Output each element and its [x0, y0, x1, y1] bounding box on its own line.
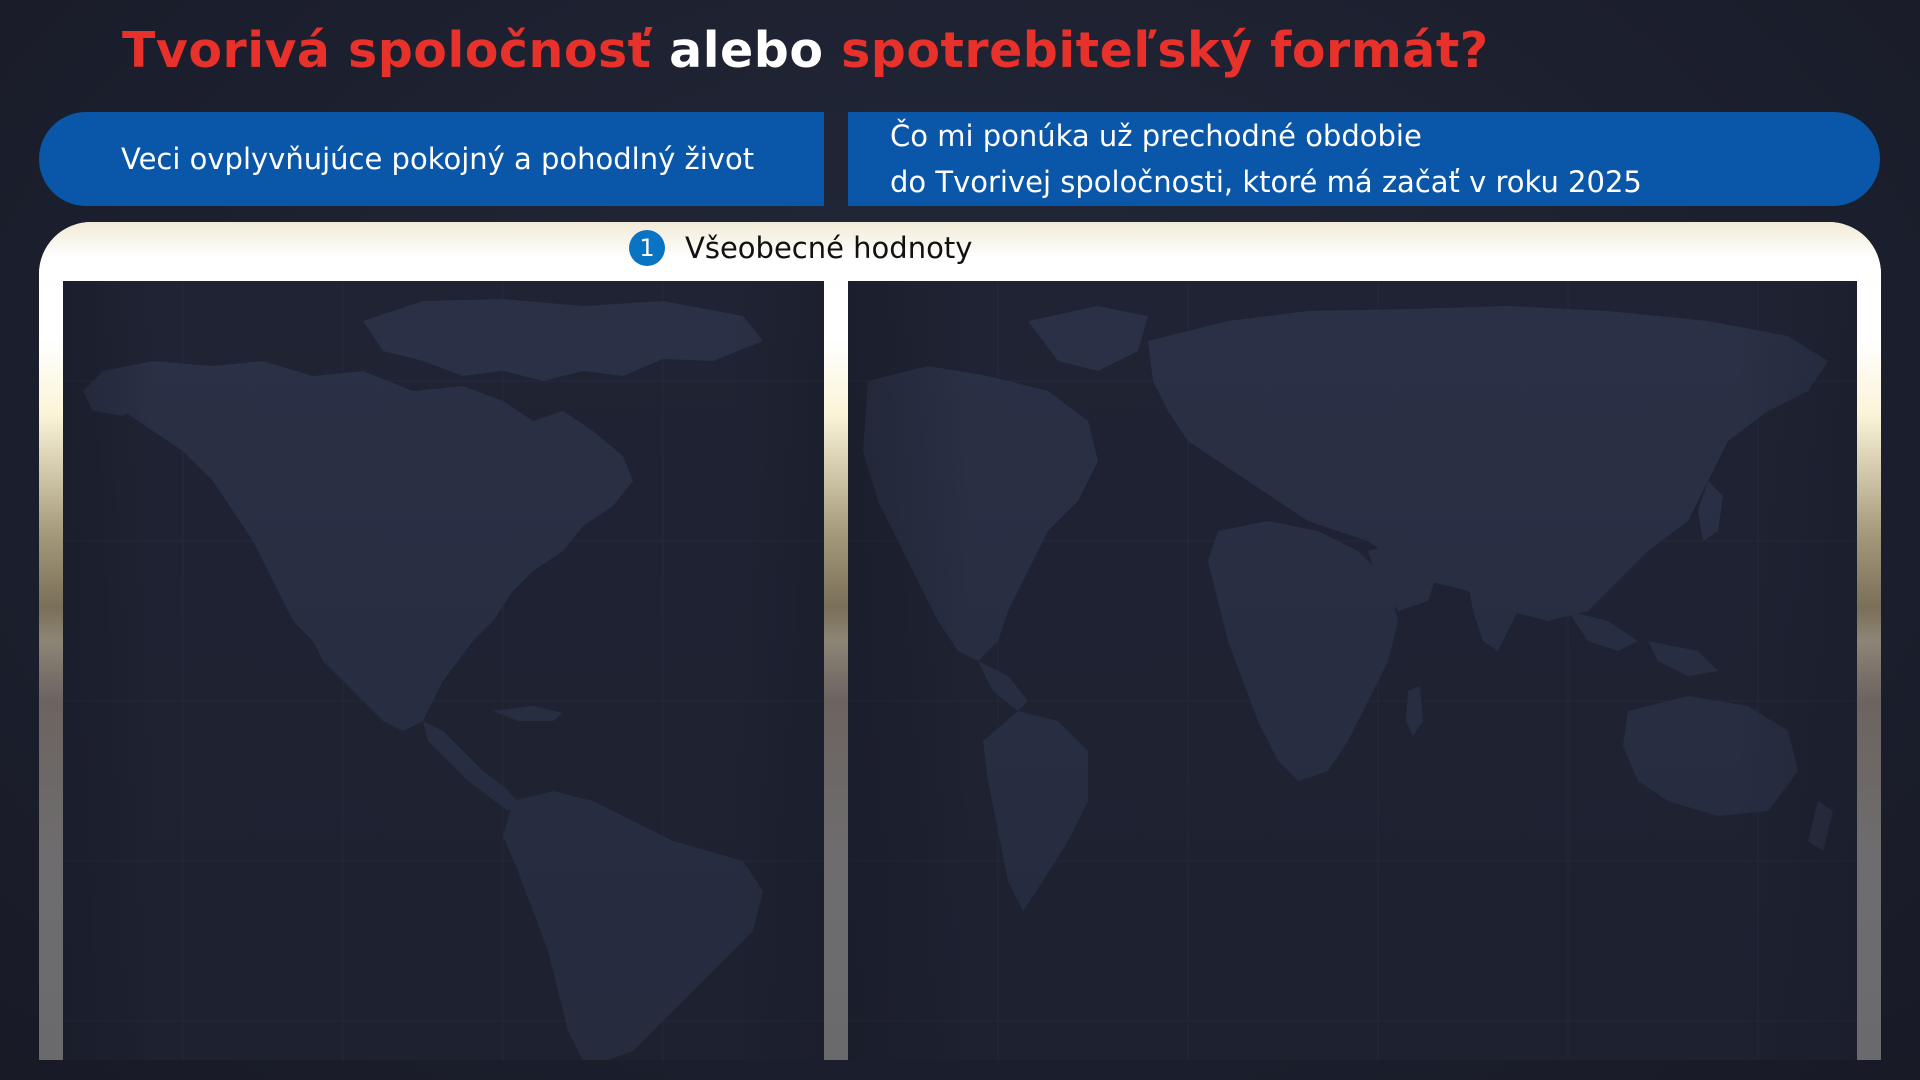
left-column-header-label: Veci ovplyvňujúce pokojný a pohodlný živ…: [121, 142, 754, 176]
title-part-or: alebo: [669, 22, 823, 79]
section-header-bar: 1 Všeobecné hodnoty: [39, 222, 1881, 282]
title-part-creative-society: Tvorivá spoločnosť: [122, 22, 652, 79]
left-content-panel: [63, 281, 824, 1060]
left-column-header: Veci ovplyvňujúce pokojný a pohodlný živ…: [39, 112, 824, 206]
section-number-badge: 1: [629, 230, 665, 266]
right-column-header: Čo mi ponúka už prechodné obdobie do Tvo…: [848, 112, 1880, 206]
right-column-header-line1: Čo mi ponúka už prechodné obdobie: [890, 113, 1422, 159]
right-content-panel: [848, 281, 1857, 1060]
section-title: Všeobecné hodnoty: [685, 231, 972, 265]
title-part-consumer-format: spotrebiteľský formát?: [841, 22, 1489, 79]
right-column-header-line2: do Tvorivej spoločnosti, ktoré má začať …: [890, 159, 1642, 205]
right-panel-shade: [848, 281, 1857, 1060]
page-title: Tvorivá spoločnosť alebo spotrebiteľský …: [122, 22, 1489, 79]
section-heading: 1 Všeobecné hodnoty: [629, 230, 972, 266]
left-panel-shade: [63, 281, 824, 1060]
